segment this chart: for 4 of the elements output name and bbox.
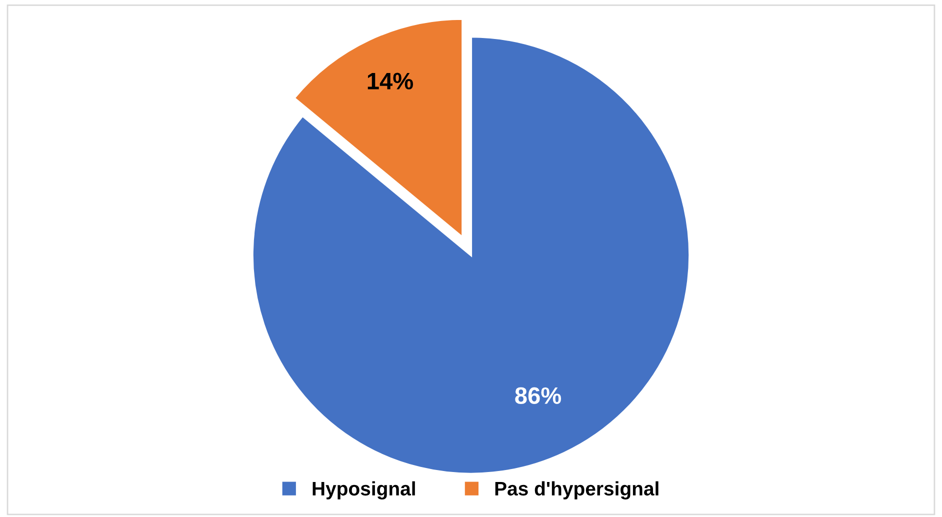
legend-label: Pas d'hypersignal — [495, 481, 658, 500]
legend-label: Hyposignal — [312, 481, 415, 500]
data-label: 86% — [515, 387, 562, 404]
data-label: 14% — [368, 72, 414, 90]
